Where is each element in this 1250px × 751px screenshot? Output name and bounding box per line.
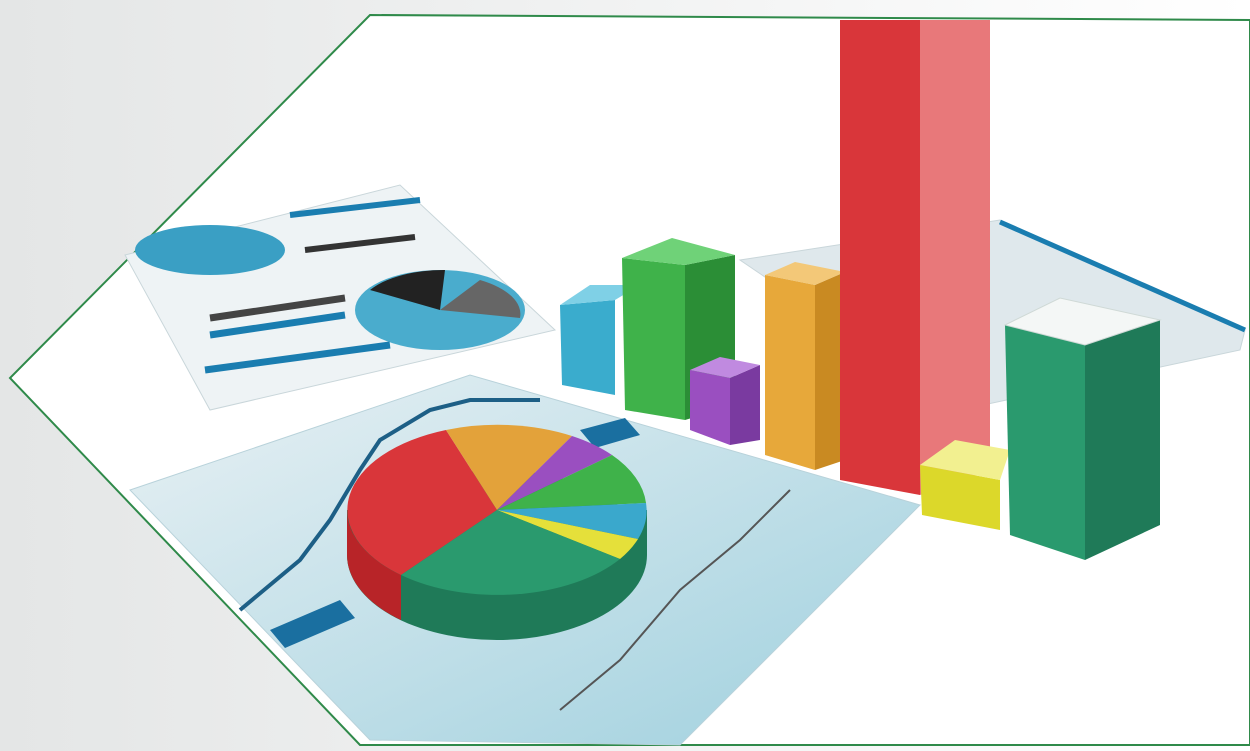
bar-top	[560, 285, 640, 305]
pie-depth-red	[347, 510, 401, 620]
paper-bar	[209, 311, 346, 339]
paper-block	[270, 600, 355, 648]
paper-edge	[998, 219, 1247, 333]
bar-front	[560, 300, 615, 395]
bar-side	[815, 272, 845, 470]
bar-side	[730, 365, 760, 445]
pie-slice	[497, 436, 612, 510]
paper-line	[238, 398, 540, 612]
bar-side	[1085, 320, 1160, 560]
paper-bar	[289, 197, 421, 218]
pie-slice	[497, 510, 638, 559]
bar-top	[920, 440, 1010, 480]
pie-slice	[497, 455, 646, 510]
bar-top	[690, 357, 760, 378]
bar-side	[920, 20, 990, 495]
bar-front	[1005, 325, 1085, 560]
paper-block	[580, 418, 640, 448]
bar-top	[765, 262, 845, 285]
pie-slice	[446, 424, 572, 510]
bar-top	[1003, 297, 1162, 346]
paper-pie	[135, 225, 285, 275]
pie-slice	[401, 510, 620, 595]
paper-bar	[204, 341, 391, 374]
bar-front	[920, 465, 1000, 530]
bar-front	[765, 275, 815, 470]
bar-front	[840, 20, 920, 495]
paper-line	[559, 489, 791, 711]
paper-bar	[209, 294, 346, 322]
pie-slice	[497, 503, 647, 539]
bar-top	[622, 238, 735, 265]
bar-front	[690, 370, 730, 445]
paper-pie-slice	[370, 269, 445, 310]
paper-pie-slice	[440, 280, 521, 318]
paper-bar	[304, 234, 416, 253]
bar-front	[622, 258, 685, 420]
pie-slice	[347, 430, 497, 575]
